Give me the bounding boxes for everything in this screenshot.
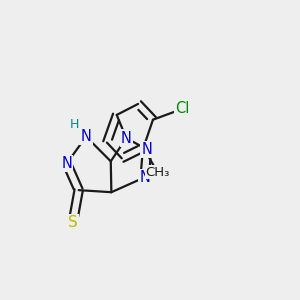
Text: N: N <box>142 142 152 157</box>
Text: N: N <box>61 156 72 171</box>
Text: H: H <box>70 118 79 131</box>
Text: N: N <box>139 170 150 185</box>
Text: N: N <box>121 130 132 146</box>
Text: Cl: Cl <box>175 101 189 116</box>
Text: CH₃: CH₃ <box>145 166 169 179</box>
Text: N: N <box>81 129 92 144</box>
Text: S: S <box>68 215 78 230</box>
